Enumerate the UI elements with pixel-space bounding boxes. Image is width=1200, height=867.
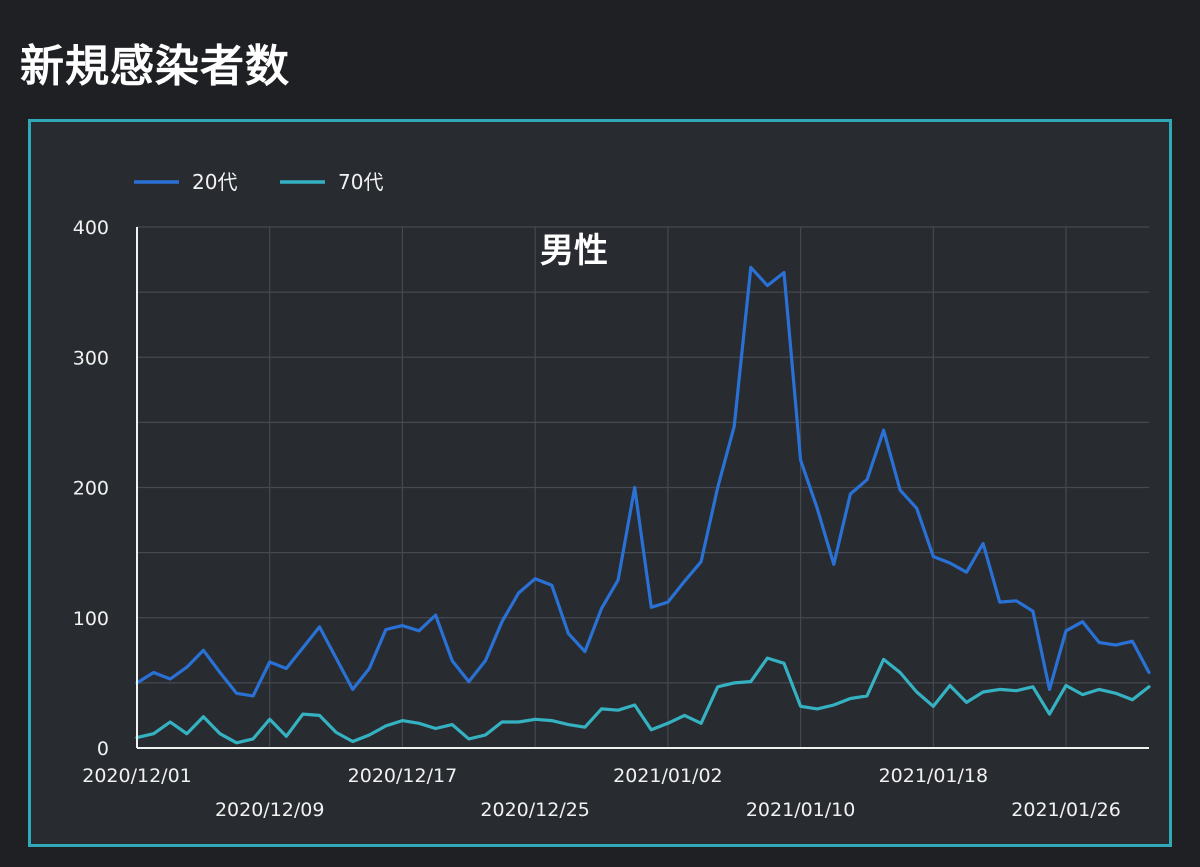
gridlines — [137, 226, 1149, 748]
x-tick-label: 2021/01/18 — [879, 765, 989, 787]
y-tick-label: 0 — [97, 738, 109, 760]
y-tick-label: 100 — [73, 608, 109, 630]
x-tick-label: 2020/12/01 — [82, 765, 192, 787]
x-tick-label: 2021/01/10 — [746, 799, 856, 821]
y-tick-label: 400 — [73, 217, 109, 239]
series-line-1 — [135, 265, 1151, 698]
legend-label: 70代 — [338, 170, 383, 194]
chart-title: 男性 — [540, 231, 608, 271]
x-tick-label: 2021/01/26 — [1011, 799, 1121, 821]
x-tick-label: 2020/12/25 — [480, 799, 590, 821]
x-tick-label: 2021/01/02 — [613, 765, 723, 787]
series-lines — [135, 265, 1151, 745]
x-tick-label: 2020/12/09 — [215, 799, 325, 821]
page-title: 新規感染者数 — [20, 41, 290, 92]
series-line-2 — [135, 656, 1151, 745]
y-tick-label: 300 — [73, 347, 109, 369]
x-tick-label: 2020/12/17 — [348, 765, 458, 787]
axes — [136, 227, 1149, 749]
tick-labels: 0 100 200 300 400 2020/12/01 2020/12/09 2020/12… — [73, 217, 1121, 821]
line-chart: 20代 70代 0 100 200 300 400 2020/12/01 2020/12/09… — [73, 170, 1151, 821]
chart-panel: 20代 70代 0 100 200 300 400 2020/12/01 2020/12/09… — [28, 119, 1172, 847]
y-tick-label: 200 — [73, 478, 109, 500]
legend: 20代 70代 — [134, 170, 383, 194]
legend-label: 20代 — [192, 170, 237, 194]
